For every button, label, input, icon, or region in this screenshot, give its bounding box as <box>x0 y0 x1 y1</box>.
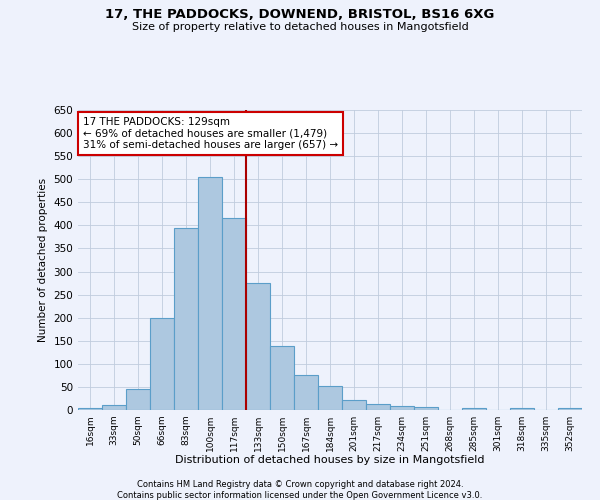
Bar <box>318 386 342 410</box>
Y-axis label: Number of detached properties: Number of detached properties <box>38 178 48 342</box>
Bar <box>342 400 366 410</box>
Text: Contains HM Land Registry data © Crown copyright and database right 2024.: Contains HM Land Registry data © Crown c… <box>137 480 463 489</box>
Text: Distribution of detached houses by size in Mangotsfield: Distribution of detached houses by size … <box>175 455 485 465</box>
Bar <box>462 408 486 410</box>
Text: Contains public sector information licensed under the Open Government Licence v3: Contains public sector information licen… <box>118 491 482 500</box>
Bar <box>246 283 270 410</box>
Text: Size of property relative to detached houses in Mangotsfield: Size of property relative to detached ho… <box>131 22 469 32</box>
Bar <box>174 228 198 410</box>
Bar <box>558 408 582 410</box>
Bar <box>150 318 174 410</box>
Text: 17, THE PADDOCKS, DOWNEND, BRISTOL, BS16 6XG: 17, THE PADDOCKS, DOWNEND, BRISTOL, BS16… <box>106 8 494 20</box>
Bar <box>222 218 246 410</box>
Bar <box>198 177 222 410</box>
Bar <box>510 408 534 410</box>
Bar <box>126 389 150 410</box>
Bar <box>78 408 102 410</box>
Bar <box>270 346 294 410</box>
Bar <box>390 406 414 410</box>
Bar <box>366 404 390 410</box>
Bar <box>102 406 126 410</box>
Text: 17 THE PADDOCKS: 129sqm
← 69% of detached houses are smaller (1,479)
31% of semi: 17 THE PADDOCKS: 129sqm ← 69% of detache… <box>83 117 338 150</box>
Bar <box>414 407 438 410</box>
Bar <box>294 376 318 410</box>
